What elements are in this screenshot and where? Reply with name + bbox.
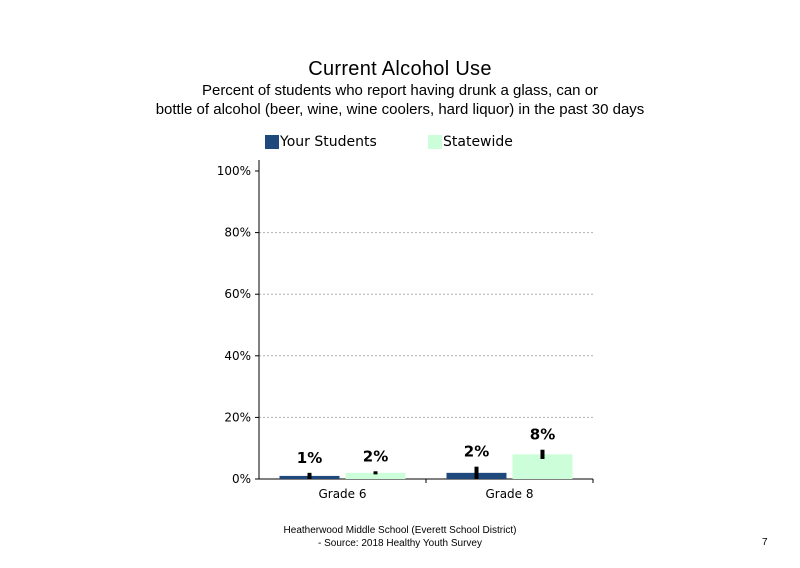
footer-school: Heatherwood Middle School (Everett Schoo… bbox=[283, 525, 517, 536]
data-label-your-students: 1% bbox=[297, 449, 322, 467]
legend-swatch-statewide bbox=[428, 135, 442, 149]
y-tick-label: 0% bbox=[232, 472, 251, 486]
y-tick-label: 60% bbox=[224, 287, 251, 301]
chart-subtitle-line-1: Percent of students who report having dr… bbox=[201, 82, 599, 99]
data-label-statewide: 2% bbox=[363, 447, 388, 465]
chart-title: Current Alcohol Use bbox=[308, 58, 492, 80]
legend-swatch-your-students bbox=[265, 135, 279, 149]
legend-item-statewide: Statewide bbox=[428, 134, 513, 150]
y-tick-label: 100% bbox=[217, 164, 251, 178]
category-label: Grade 6 bbox=[318, 487, 366, 501]
bar-statewide bbox=[345, 472, 406, 479]
legend-label-your-students: Your Students bbox=[280, 134, 377, 150]
footer-source: - Source: 2018 Healthy Youth Survey bbox=[318, 538, 482, 549]
y-tick-label: 80% bbox=[224, 226, 251, 240]
legend-item-your-students: Your Students bbox=[265, 134, 377, 150]
y-tick-label: 40% bbox=[224, 349, 251, 363]
category-label: Grade 8 bbox=[485, 487, 533, 501]
y-tick-label: 20% bbox=[224, 410, 251, 424]
data-label-statewide: 8% bbox=[530, 426, 555, 444]
chart-subtitle-line-2: bottle of alcohol (beer, wine, wine cool… bbox=[155, 101, 645, 118]
page-number: 7 bbox=[762, 537, 768, 548]
data-label-your-students: 2% bbox=[464, 443, 489, 461]
legend-label-statewide: Statewide bbox=[443, 134, 513, 150]
